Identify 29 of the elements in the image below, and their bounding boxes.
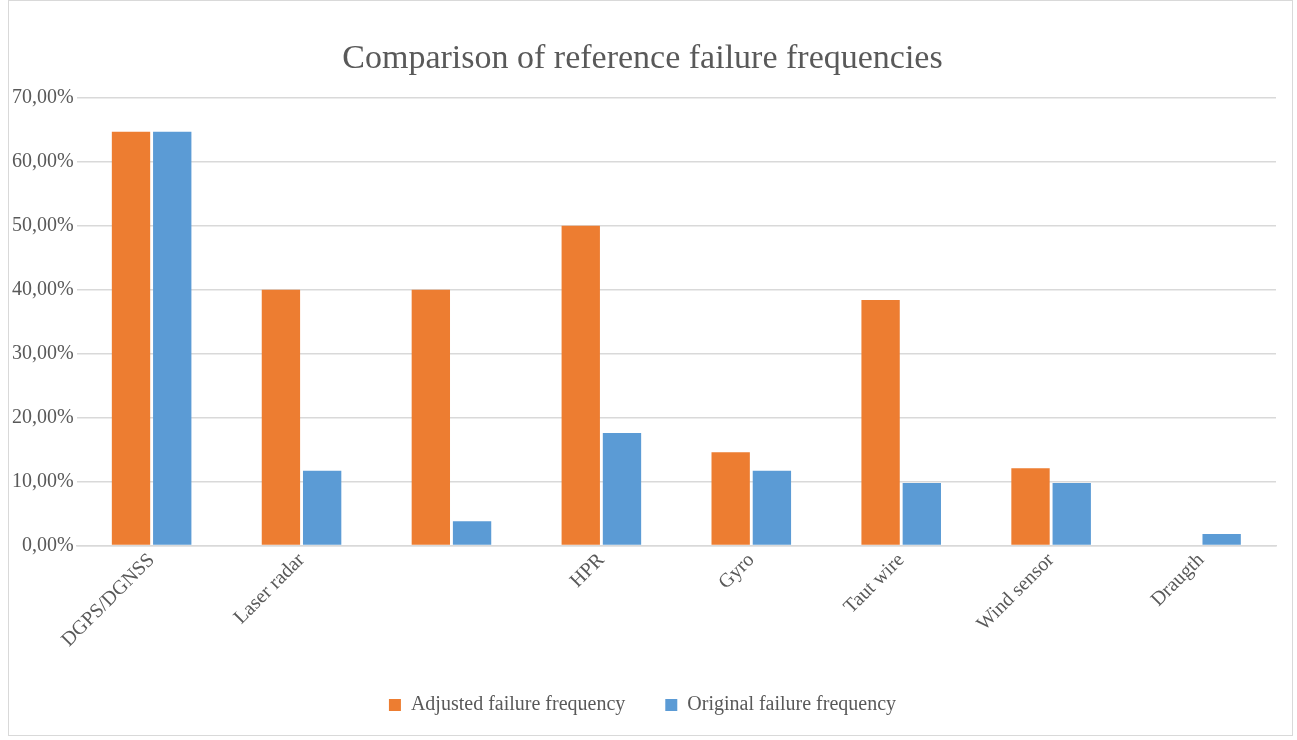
bar	[1011, 468, 1050, 545]
bar	[452, 521, 492, 545]
y-tick-label: 10,00%	[11, 468, 74, 491]
bar	[902, 482, 941, 545]
legend-label: Original failure frequency	[687, 692, 897, 716]
legend-label: Adjusted failure frequency	[410, 692, 626, 716]
y-tick-label: 50,00%	[11, 212, 74, 235]
bar	[711, 452, 750, 545]
y-tick-label: 60,00%	[11, 149, 74, 172]
x-tick-label: Taut wire	[838, 547, 908, 618]
chart-title: Comparison of reference failure frequencies	[342, 38, 943, 76]
bar	[752, 470, 792, 545]
y-tick-label: 30,00%	[11, 340, 74, 363]
bar	[302, 470, 342, 545]
bar	[111, 131, 151, 545]
y-tick-label: 0,00%	[21, 532, 74, 555]
bar	[861, 299, 900, 545]
bar	[153, 131, 192, 545]
x-tick-label: HPR	[564, 547, 609, 592]
y-tick-label: 70,00%	[11, 85, 74, 108]
bar	[1202, 534, 1241, 545]
bar	[561, 225, 600, 545]
bar	[1052, 482, 1091, 545]
y-tick-label: 20,00%	[11, 404, 74, 427]
bar	[411, 289, 451, 545]
x-tick-label: Gyro	[713, 548, 759, 594]
bar	[602, 432, 642, 545]
bar	[261, 289, 301, 545]
y-tick-label: 40,00%	[11, 276, 74, 299]
